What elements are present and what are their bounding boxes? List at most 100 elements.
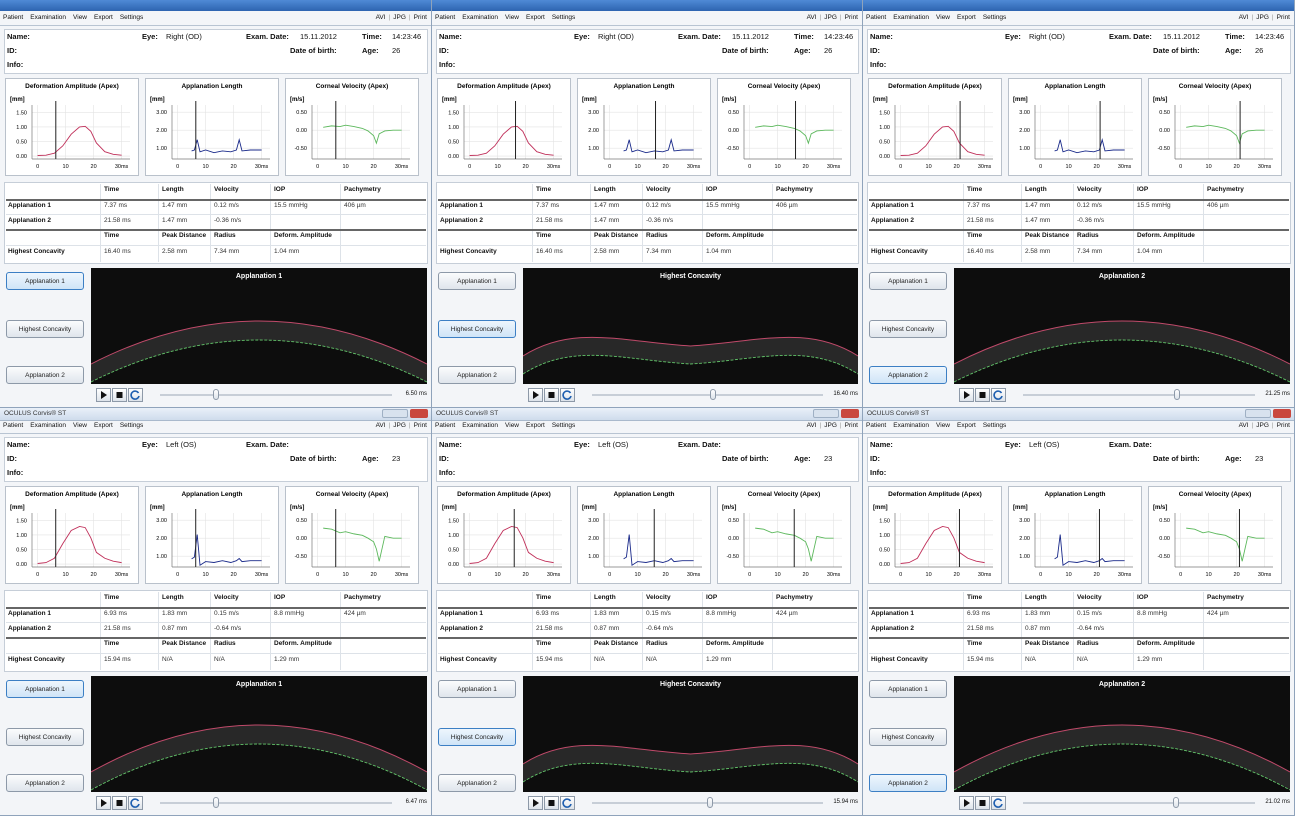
view-button[interactable]: Highest Concavity — [438, 320, 516, 338]
menu-item[interactable]: Patient — [866, 422, 886, 429]
export-item[interactable]: AVI — [807, 14, 817, 21]
menu-item[interactable]: Export — [526, 422, 545, 429]
window-close[interactable] — [410, 409, 428, 418]
menu-item[interactable]: Patient — [866, 14, 886, 21]
menu-item[interactable]: Patient — [3, 422, 23, 429]
menu-item[interactable]: Patient — [435, 14, 455, 21]
play-button[interactable] — [959, 796, 974, 810]
menu-item[interactable]: Settings — [552, 14, 576, 21]
window-min[interactable] — [382, 409, 408, 418]
replay-button[interactable] — [128, 388, 143, 402]
menu-item[interactable]: Examination — [893, 14, 929, 21]
menu-item[interactable]: Patient — [435, 422, 455, 429]
menu-item[interactable]: Examination — [30, 422, 66, 429]
menu-item[interactable]: View — [936, 14, 950, 21]
export-item[interactable]: Print — [414, 422, 427, 429]
export-item[interactable]: JPG — [393, 422, 406, 429]
replay-button[interactable] — [128, 796, 143, 810]
replay-button[interactable] — [991, 388, 1006, 402]
view-button[interactable]: Highest Concavity — [869, 728, 947, 746]
view-button[interactable]: Applanation 2 — [6, 774, 84, 792]
menu-item[interactable]: Settings — [120, 14, 144, 21]
view-button[interactable]: Applanation 1 — [6, 272, 84, 290]
stop-button[interactable] — [544, 388, 559, 402]
slider-thumb[interactable] — [1173, 797, 1179, 808]
menu-item[interactable]: Examination — [30, 14, 66, 21]
replay-button[interactable] — [560, 796, 575, 810]
view-button[interactable]: Applanation 2 — [869, 366, 947, 384]
menu-item[interactable]: Export — [957, 422, 976, 429]
view-button[interactable]: Applanation 2 — [438, 366, 516, 384]
view-button[interactable]: Applanation 1 — [869, 680, 947, 698]
replay-button[interactable] — [991, 796, 1006, 810]
menu-item[interactable]: View — [936, 422, 950, 429]
export-item[interactable]: AVI — [1239, 14, 1249, 21]
menu-item[interactable]: Export — [94, 14, 113, 21]
slider-thumb[interactable] — [213, 389, 219, 400]
play-button[interactable] — [959, 388, 974, 402]
play-button[interactable] — [96, 796, 111, 810]
export-item[interactable]: JPG — [393, 14, 406, 21]
view-button[interactable]: Highest Concavity — [869, 320, 947, 338]
slider-thumb[interactable] — [1174, 389, 1180, 400]
view-button[interactable]: Highest Concavity — [438, 728, 516, 746]
menu-item[interactable]: Settings — [983, 422, 1007, 429]
table-header: Pachymetry — [1207, 186, 1244, 193]
menu-item[interactable]: Settings — [552, 422, 576, 429]
window-close[interactable] — [841, 409, 859, 418]
menu-item[interactable]: View — [73, 14, 87, 21]
stop-button[interactable] — [975, 388, 990, 402]
window-min[interactable] — [1245, 409, 1271, 418]
export-item[interactable]: AVI — [807, 422, 817, 429]
view-button[interactable]: Applanation 1 — [438, 680, 516, 698]
stop-button[interactable] — [975, 796, 990, 810]
replay-button[interactable] — [560, 388, 575, 402]
view-button[interactable]: Applanation 2 — [6, 366, 84, 384]
stop-button[interactable] — [112, 796, 127, 810]
play-button[interactable] — [96, 388, 111, 402]
export-item[interactable]: Print — [845, 14, 858, 21]
export-item[interactable]: Print — [414, 14, 427, 21]
view-button[interactable]: Applanation 1 — [438, 272, 516, 290]
view-button[interactable]: Applanation 2 — [438, 774, 516, 792]
view-button[interactable]: Applanation 1 — [869, 272, 947, 290]
export-item[interactable]: Print — [845, 422, 858, 429]
view-button[interactable]: Highest Concavity — [6, 728, 84, 746]
menu-item[interactable]: Export — [957, 14, 976, 21]
view-button[interactable]: Highest Concavity — [6, 320, 84, 338]
view-button[interactable]: Applanation 2 — [869, 774, 947, 792]
window-close[interactable] — [1273, 409, 1291, 418]
play-button[interactable] — [528, 388, 543, 402]
export-item[interactable]: AVI — [376, 14, 386, 21]
menu-item[interactable]: View — [505, 14, 519, 21]
slider-thumb[interactable] — [710, 389, 716, 400]
slider-thumb[interactable] — [213, 797, 219, 808]
menu-item[interactable]: Patient — [3, 14, 23, 21]
menu-item[interactable]: Settings — [120, 422, 144, 429]
export-item[interactable]: Print — [1277, 422, 1290, 429]
slider-track — [1023, 802, 1255, 804]
export-item[interactable]: JPG — [824, 422, 837, 429]
export-item[interactable]: JPG — [1256, 422, 1269, 429]
stop-button[interactable] — [544, 796, 559, 810]
export-item[interactable]: Print — [1277, 14, 1290, 21]
menu-item[interactable]: Export — [526, 14, 545, 21]
export-item[interactable]: AVI — [1239, 422, 1249, 429]
window-min[interactable] — [813, 409, 839, 418]
menu-item[interactable]: Settings — [983, 14, 1007, 21]
exam-date-label: Exam. Date: — [678, 440, 721, 449]
export-item[interactable]: AVI — [376, 422, 386, 429]
export-item[interactable]: JPG — [824, 14, 837, 21]
view-button[interactable]: Applanation 1 — [6, 680, 84, 698]
menu-item[interactable]: Examination — [893, 422, 929, 429]
export-item[interactable]: JPG — [1256, 14, 1269, 21]
menu-item[interactable]: View — [73, 422, 87, 429]
slider-thumb[interactable] — [707, 797, 713, 808]
menu-item[interactable]: Examination — [462, 14, 498, 21]
menu-item[interactable]: Export — [94, 422, 113, 429]
menu-item[interactable]: View — [505, 422, 519, 429]
stop-button[interactable] — [112, 388, 127, 402]
play-button[interactable] — [528, 796, 543, 810]
menu-item[interactable]: Examination — [462, 422, 498, 429]
y-unit: [mm] — [1013, 97, 1028, 103]
